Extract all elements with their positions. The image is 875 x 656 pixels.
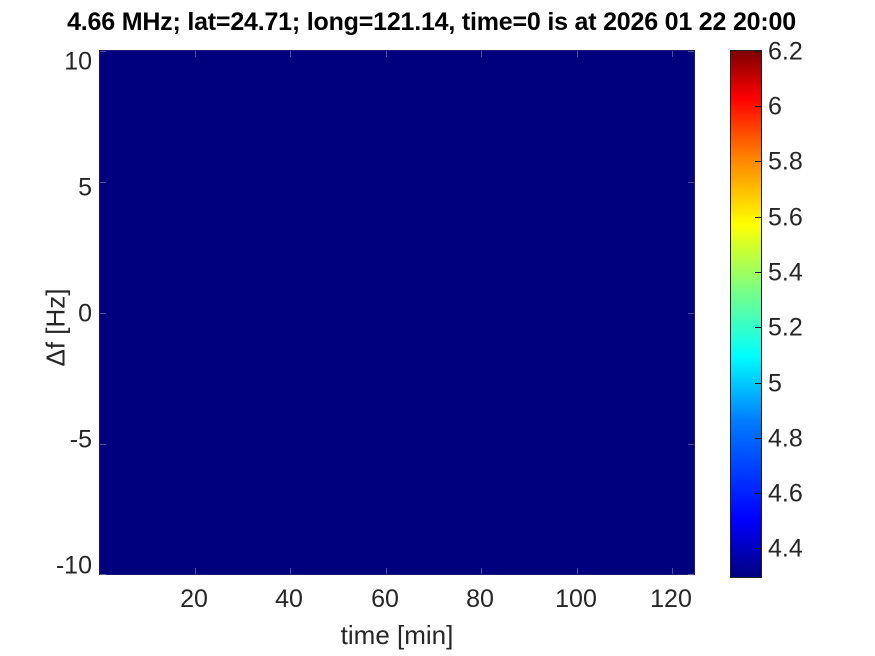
x-tick-mark [290,568,291,574]
colorbar-tick-label: 5.2 [768,313,803,342]
y-tick-mark [100,51,106,52]
page-title: 4.66 MHz; lat=24.71; long=121.14, time=0… [67,8,796,36]
colorbar-tick-mark [755,327,761,328]
x-tick-mark-top [290,51,291,57]
colorbar-tick-mark [755,383,761,384]
colorbar-tick-label: 4.4 [768,534,803,563]
x-tick-label: 100 [555,585,597,613]
heatmap-surface [100,51,694,574]
x-tick-label: 20 [180,585,208,613]
colorbar-tick-mark [755,438,761,439]
colorbar-tick-label: 4.6 [768,479,803,508]
heatmap-axes [99,50,695,575]
x-tick-mark-top [195,51,196,57]
colorbar-tick-mark [755,106,761,107]
colorbar-tick-label: 6.2 [768,37,803,66]
y-tick-label: -10 [55,551,92,580]
colorbar-tick-label: 5.8 [768,147,803,176]
y-tick-label: -5 [69,425,92,454]
y-tick-label: 10 [64,47,92,76]
y-tick-label: 5 [78,173,92,202]
x-tick-mark-top [481,51,482,57]
x-tick-mark-top [672,51,673,57]
colorbar-tick-label: 4.8 [768,424,803,453]
y-tick-mark-right [688,313,694,314]
colorbar-tick-mark [755,51,761,52]
colorbar-tick-mark [755,548,761,549]
x-tick-mark-top [577,51,578,57]
colorbar-tick-label: 5.4 [768,258,803,287]
y-tick-mark-right [688,574,694,575]
colorbar-tick-mark [755,272,761,273]
x-tick-mark-top [386,51,387,57]
x-tick-label: 80 [466,585,494,613]
colorbar-gradient [731,51,761,577]
colorbar-tick-label: 5.6 [768,203,803,232]
colorbar [730,50,762,578]
y-tick-label: 0 [78,299,92,328]
x-tick-label: 60 [371,585,399,613]
y-tick-mark [100,313,106,314]
x-tick-mark [195,568,196,574]
x-tick-mark [577,568,578,574]
y-tick-mark [100,444,106,445]
x-axis-label: time [min] [340,620,454,650]
colorbar-tick-mark [755,217,761,218]
colorbar-tick-mark [755,161,761,162]
y-tick-mark-right [688,182,694,183]
x-tick-label: 40 [275,585,303,613]
colorbar-tick-label: 6 [768,92,782,121]
colorbar-tick-label: 5 [768,369,782,398]
colorbar-tick-mark [755,493,761,494]
x-tick-mark [481,568,482,574]
y-tick-mark [100,574,106,575]
x-tick-mark [386,568,387,574]
x-tick-label: 120 [650,585,692,613]
y-tick-mark-right [688,444,694,445]
y-axis-label: Δf [Hz] [40,288,71,367]
x-tick-mark [672,568,673,574]
y-tick-mark-right [688,51,694,52]
y-tick-mark [100,182,106,183]
